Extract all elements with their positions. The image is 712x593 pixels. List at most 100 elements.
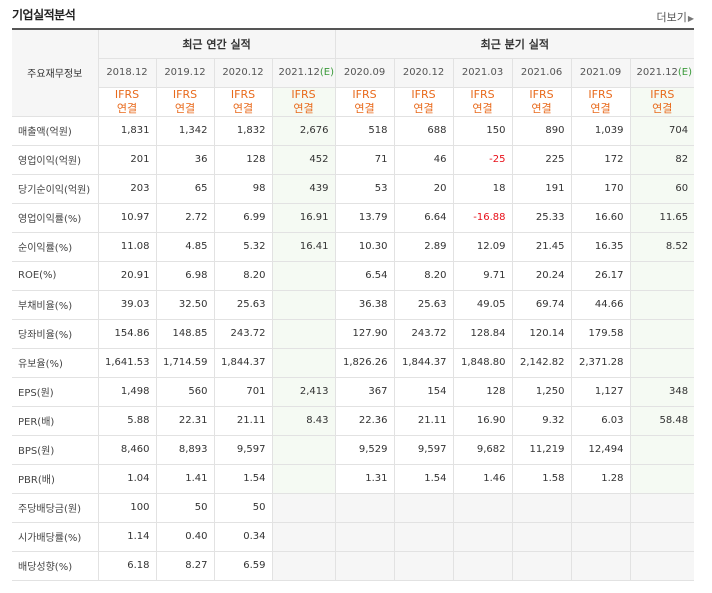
row-label: 매출액(억원) (12, 115, 99, 146)
row-label: BPS(원) (12, 434, 99, 465)
cell-value: 5.32 (213, 231, 273, 262)
consolidated-label: 연결 (472, 101, 493, 115)
cell-value (511, 550, 572, 581)
cell-value: 22.36 (334, 405, 395, 436)
cell-value: 1.41 (155, 463, 215, 494)
cell-value: 25.63 (393, 289, 454, 320)
ifrs-header: IFRS 연결 (213, 86, 273, 117)
cell-value: 8.43 (271, 405, 336, 436)
cell-value (570, 521, 631, 552)
ifrs-label: IFRS (172, 87, 198, 101)
row-label: 시가배당률(%) (12, 521, 99, 552)
cell-value (271, 463, 336, 494)
row-label: 당기순이익(억원) (12, 173, 99, 204)
ifrs-header: IFRS 연결 (452, 86, 513, 117)
cell-value: 13.79 (334, 202, 395, 233)
cell-value: 452 (271, 144, 336, 175)
cell-value: 20.24 (511, 260, 572, 291)
cell-value: 11.65 (629, 202, 695, 233)
cell-value: 20.91 (97, 260, 157, 291)
cell-value: 2.72 (155, 202, 215, 233)
cell-value: 1.58 (511, 463, 572, 494)
cell-value: 8.27 (155, 550, 215, 581)
row-label: 순이익률(%) (12, 231, 99, 262)
ifrs-label: IFRS (291, 87, 316, 101)
cell-value: 8,893 (155, 434, 215, 465)
cell-value: 8.52 (629, 231, 695, 262)
cell-value: 53 (334, 173, 395, 204)
cell-value (271, 434, 336, 465)
more-label[interactable]: 더보기 (656, 11, 687, 24)
period-header: 2021.06 (511, 57, 572, 88)
cell-value: 1,039 (570, 115, 631, 146)
cell-value: 36.38 (334, 289, 395, 320)
cell-value (271, 318, 336, 349)
table-row: PER(배) 5.88 22.31 21.11 8.43 22.36 21.11 16.90 9… (12, 405, 695, 436)
cell-value: 36 (155, 144, 215, 175)
cell-value: 9,682 (452, 434, 513, 465)
cell-value (629, 289, 695, 320)
cell-value: 44.66 (570, 289, 631, 320)
cell-value (334, 550, 395, 581)
period-label: 2021.12 (278, 67, 320, 78)
period-header: 2020.12 (393, 57, 454, 88)
cell-value: 1.54 (213, 463, 273, 494)
cell-value: 10.97 (97, 202, 157, 233)
table-row: 배당성향(%) 6.18 8.27 6.59 (12, 550, 695, 581)
cell-value: 243.72 (393, 318, 454, 349)
cell-value: 6.54 (334, 260, 395, 291)
cell-value: 1.46 (452, 463, 513, 494)
cell-value: 50 (155, 492, 215, 523)
period-header: 2020.12 (213, 57, 273, 88)
period-header: 2019.12 (155, 57, 215, 88)
period-label: 2019.12 (164, 67, 206, 78)
ifrs-label: IFRS (650, 87, 675, 101)
table-row: 주당배당금(원) 100 50 50 (12, 492, 695, 523)
cell-value: 12.09 (452, 231, 513, 262)
period-header: 2021.03 (452, 57, 513, 88)
more-link[interactable]: 더보기▶ (656, 9, 694, 25)
cell-value: 148.85 (155, 318, 215, 349)
cell-value (570, 550, 631, 581)
cell-value: 0.40 (155, 521, 215, 552)
cell-value: 1.04 (97, 463, 157, 494)
cell-value: 21.11 (213, 405, 273, 436)
cell-value: 2,413 (271, 376, 336, 407)
cell-value: 1,714.59 (155, 347, 215, 378)
table-row: BPS(원) 8,460 8,893 9,597 9,529 9,597 9,682 11,2… (12, 434, 695, 465)
table-row: 시가배당률(%) 1.14 0.40 0.34 (12, 521, 695, 552)
row-label: 영업이익률(%) (12, 202, 99, 233)
cell-value: 688 (393, 115, 454, 146)
cell-value: 1.54 (393, 463, 454, 494)
cell-value: 0.34 (213, 521, 273, 552)
cell-value (271, 521, 336, 552)
cell-value: 58.48 (629, 405, 695, 436)
period-label: 2020.12 (222, 67, 264, 78)
cell-value: 560 (155, 376, 215, 407)
cell-value: 1,832 (213, 115, 273, 146)
cell-value: 16.41 (271, 231, 336, 262)
period-label: 2018.12 (106, 67, 148, 78)
cell-value: 6.59 (213, 550, 273, 581)
cell-value: 82 (629, 144, 695, 175)
cell-value: 18 (452, 173, 513, 204)
ifrs-label: IFRS (352, 87, 377, 101)
cell-value: 225 (511, 144, 572, 175)
period-label: 2021.06 (520, 67, 563, 78)
ifrs-header: IFRS 연결 (629, 86, 695, 117)
cell-value: 9.71 (452, 260, 513, 291)
cell-value: 8.20 (213, 260, 273, 291)
cell-value: 39.03 (97, 289, 157, 320)
quarter-group-header: 최근 분기 실적 (334, 28, 695, 59)
cell-value: 1,831 (97, 115, 157, 146)
cell-value (452, 492, 513, 523)
ifrs-header: IFRS 연결 (334, 86, 395, 117)
consolidated-label: 연결 (413, 101, 434, 115)
ifrs-header: IFRS 연결 (570, 86, 631, 117)
ifrs-header: IFRS 연결 (271, 86, 336, 117)
ifrs-label: IFRS (411, 87, 436, 101)
cell-value (271, 347, 336, 378)
estimate-mark: (E) (319, 67, 334, 78)
cell-value (629, 463, 695, 494)
cell-value: 11.08 (97, 231, 157, 262)
